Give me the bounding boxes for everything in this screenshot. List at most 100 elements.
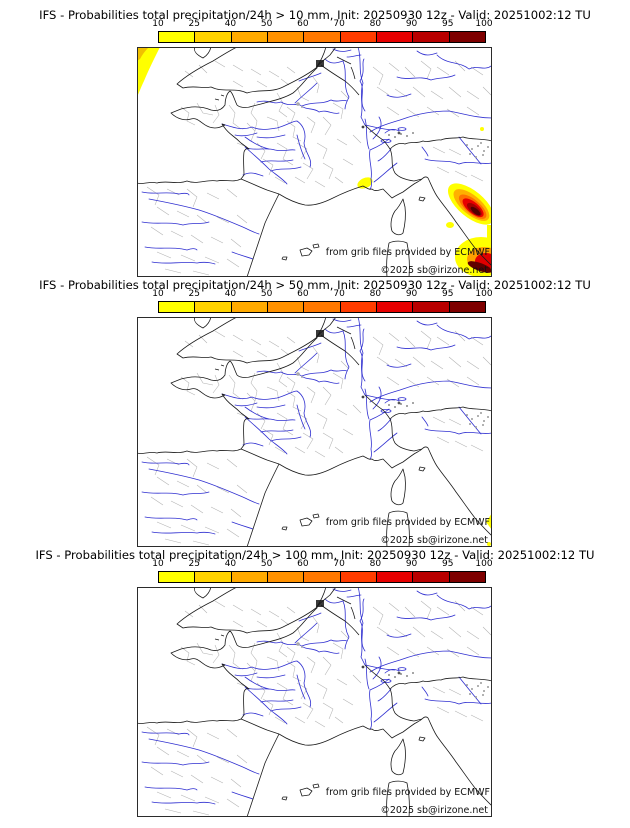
colorbar-tick: 70 xyxy=(333,19,345,29)
map-frame xyxy=(137,47,492,277)
colorbar-tick: 10 xyxy=(152,19,164,29)
precipitation-map: from grib files provided by ECMWF ©2025 … xyxy=(137,317,492,547)
italy-precip-blob xyxy=(447,183,492,225)
colorbar-segment xyxy=(413,302,450,312)
precipitation-map: from grib files provided by ECMWF ©2025 … xyxy=(137,587,492,817)
sea-background xyxy=(137,47,492,277)
colorbar-tick: 40 xyxy=(224,289,237,299)
forecast-panel-100mm: IFS - Probabilities total precipitation/… xyxy=(0,540,630,817)
colorbar-segment xyxy=(340,302,377,312)
map-container-10mm: from grib files provided by ECMWF ©2025 … xyxy=(137,47,492,277)
colorbar-tick: 80 xyxy=(369,559,382,569)
credit-copyright: ©2025 sb@irizone.net xyxy=(380,265,488,276)
coastlines xyxy=(137,47,492,277)
colorbar-segment xyxy=(195,302,232,312)
map-frame xyxy=(137,317,492,547)
colorbar-tick: 95 xyxy=(442,559,454,569)
map-container-50mm: from grib files provided by ECMWF ©2025 … xyxy=(137,317,492,547)
sea-background xyxy=(137,587,492,817)
probability-overlay-50mm xyxy=(486,513,492,546)
colorbar-segment xyxy=(231,302,268,312)
colorbar-tick: 90 xyxy=(405,19,418,29)
panel-title: IFS - Probabilities total precipitation/… xyxy=(39,8,591,22)
forecast-panel-50mm: IFS - Probabilities total precipitation/… xyxy=(0,270,630,547)
colorbar-segment xyxy=(159,302,196,312)
colorbar-tick: 90 xyxy=(405,289,418,299)
colorbar-segment xyxy=(195,32,232,42)
colorbar-segment xyxy=(340,572,377,582)
rivers xyxy=(141,317,492,535)
colorbar-tick: 50 xyxy=(260,289,273,299)
panel-title: IFS - Probabilities total precipitation/… xyxy=(35,548,595,562)
colorbar-tick: 60 xyxy=(297,19,309,29)
colorbar-tick-labels: 10 25 40 50 60 70 80 90 95 100 xyxy=(152,19,492,30)
colorbar-segment xyxy=(376,302,414,312)
colorbar-segment xyxy=(231,32,268,42)
colorbar-segment xyxy=(413,572,450,582)
map-frame xyxy=(137,587,492,817)
coastlines xyxy=(137,587,492,817)
colorbar-segment xyxy=(376,32,414,42)
colorbar xyxy=(158,571,486,583)
colorbar-tick: 10 xyxy=(152,559,164,569)
colorbar-segment xyxy=(159,572,196,582)
colorbar-segment xyxy=(159,32,196,42)
admin-borders xyxy=(146,330,492,546)
rivers xyxy=(141,47,492,265)
credit-ecmwf: from grib files provided by ECMWF xyxy=(326,787,490,798)
sea-background xyxy=(137,317,492,547)
rivers xyxy=(141,587,492,805)
colorbar-tick: 70 xyxy=(333,559,345,569)
panel-title: IFS - Probabilities total precipitation/… xyxy=(39,278,591,292)
colorbar-segment xyxy=(267,572,305,582)
colorbar-segment xyxy=(267,302,305,312)
colorbar-tick: 25 xyxy=(188,19,200,29)
credit-copyright: ©2025 sb@irizone.net xyxy=(380,805,488,816)
colorbar-tick: 60 xyxy=(297,289,309,299)
colorbar-tick: 25 xyxy=(188,289,200,299)
colorbar-segment xyxy=(413,32,450,42)
colorbar-segment xyxy=(340,32,377,42)
colorbar-segment xyxy=(195,572,232,582)
colorbar-tick: 60 xyxy=(297,559,309,569)
colorbar-segment xyxy=(449,32,485,42)
colorbar xyxy=(158,31,486,43)
colorbar-tick: 80 xyxy=(369,289,382,299)
colorbar-segment xyxy=(376,572,414,582)
credit-ecmwf: from grib files provided by ECMWF xyxy=(326,517,490,528)
colorbar-segment xyxy=(231,572,268,582)
colorbar-tick: 40 xyxy=(224,559,237,569)
colorbar-tick: 100 xyxy=(475,559,493,569)
colorbar-tick: 40 xyxy=(224,19,237,29)
colorbar-tick: 50 xyxy=(260,559,273,569)
precipitation-map: from grib files provided by ECMWF ©2025 … xyxy=(137,47,492,277)
admin-borders xyxy=(146,600,492,816)
corner-precip-blob xyxy=(455,237,492,277)
colorbar-tick: 70 xyxy=(333,289,345,299)
map-container-100mm: from grib files provided by ECMWF ©2025 … xyxy=(137,587,492,817)
credit-ecmwf: from grib files provided by ECMWF xyxy=(326,247,490,258)
colorbar-tick: 95 xyxy=(442,289,454,299)
colorbar-tick: 10 xyxy=(152,289,164,299)
admin-borders xyxy=(146,60,492,276)
colorbar-tick-labels: 10 25 40 50 60 70 80 90 95 100 xyxy=(152,559,492,570)
credit-copyright: ©2025 sb@irizone.net xyxy=(380,535,488,546)
colorbar-tick: 90 xyxy=(405,559,418,569)
colorbar-tick: 50 xyxy=(260,19,273,29)
colorbar-segment xyxy=(304,302,341,312)
colorbar-segment xyxy=(304,32,341,42)
probability-overlay-10mm xyxy=(137,47,492,277)
colorbar-tick: 95 xyxy=(442,19,454,29)
coastlines xyxy=(137,317,492,547)
colorbar-segment xyxy=(267,32,305,42)
colorbar-tick-labels: 10 25 40 50 60 70 80 90 95 100 xyxy=(152,289,492,300)
colorbar-tick: 100 xyxy=(475,289,493,299)
colorbar-tick: 100 xyxy=(475,19,493,29)
colorbar-segment xyxy=(304,572,341,582)
colorbar-tick: 25 xyxy=(188,559,200,569)
forecast-panel-10mm: IFS - Probabilities total precipitation/… xyxy=(0,0,630,277)
colorbar-segment xyxy=(449,302,485,312)
colorbar-tick: 80 xyxy=(369,19,382,29)
colorbar-segment xyxy=(449,572,485,582)
